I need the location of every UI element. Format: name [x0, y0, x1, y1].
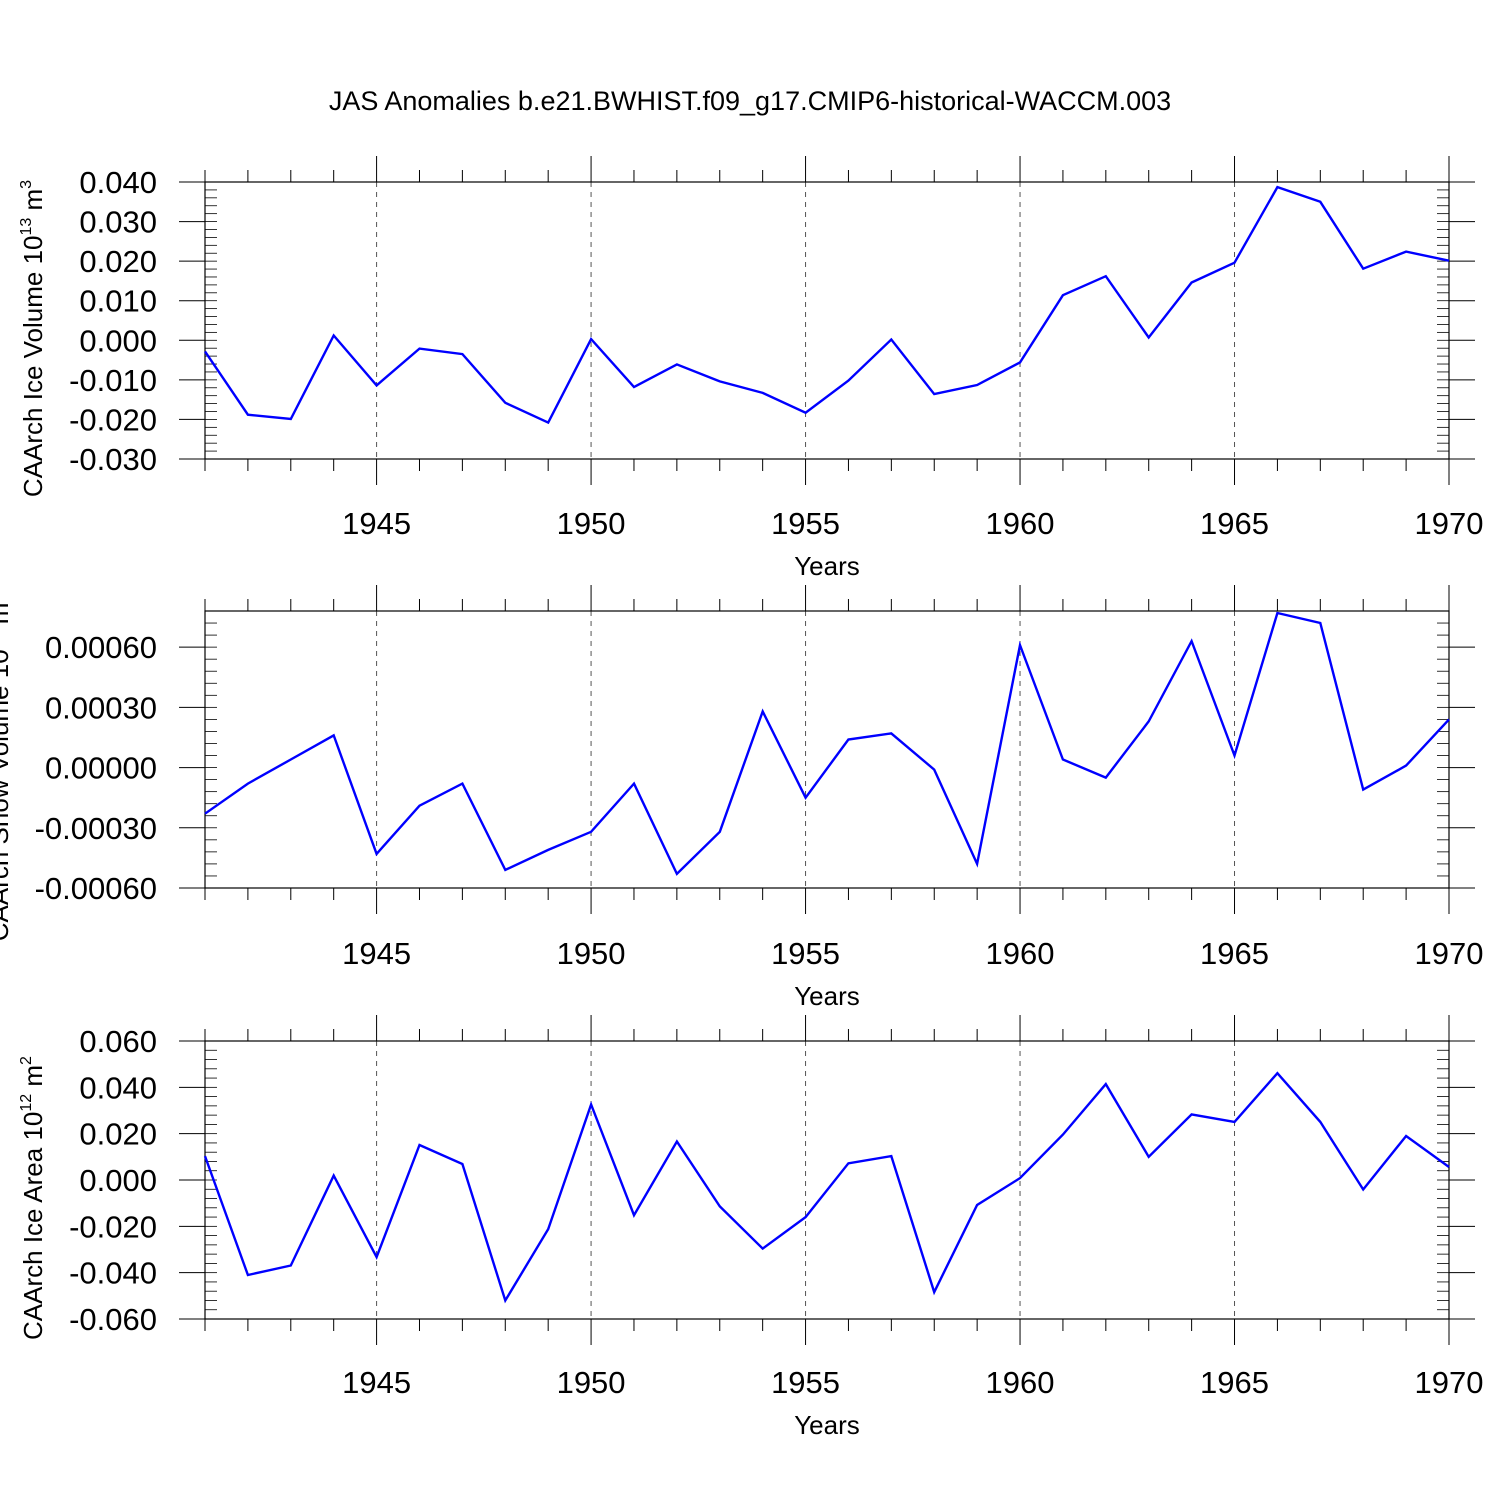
y-tick-label: 0.00030 — [45, 690, 157, 725]
y-tick-label: -0.00060 — [35, 871, 157, 906]
y-tick-label: 0.040 — [79, 165, 157, 200]
y-tick-label: 0.060 — [79, 1024, 157, 1059]
y-tick-label: -0.00030 — [35, 811, 157, 846]
x-tick-label: 1970 — [1415, 936, 1484, 971]
x-tick-label: 1950 — [557, 936, 626, 971]
series-line-1 — [204, 611, 1450, 876]
y-tick-label: -0.020 — [69, 1209, 157, 1244]
y-axis-label-unit-exponent: 2 — [18, 1056, 35, 1065]
y-axis-label-unit: m — [18, 1065, 48, 1094]
x-tick-label: 1955 — [771, 506, 840, 541]
y-axis-label: CAArch Snow Volume 1013 m3 — [0, 594, 14, 942]
y-tick-label: -0.010 — [69, 363, 157, 398]
x-tick-label: 1950 — [557, 506, 626, 541]
chart-panel-1: -0.030 -0.020 -0.010 0.000 0.010 0.020 0.030 0.… — [18, 156, 1483, 581]
y-axis-label-exponent: 13 — [0, 631, 1, 649]
y-tick-label: 0.000 — [79, 1163, 157, 1198]
y-axis-label-text: CAArch Snow Volume 10 — [0, 649, 14, 941]
y-tick-label: -0.060 — [69, 1302, 157, 1337]
x-axis-label: Years — [794, 551, 860, 581]
y-axis-label-text: CAArch Ice Volume 10 — [18, 236, 48, 498]
x-tick-label: 1970 — [1415, 506, 1484, 541]
y-axis-label-exponent: 13 — [18, 218, 35, 236]
x-tick-label: 1955 — [771, 1365, 840, 1400]
x-tick-label: 1960 — [986, 1365, 1055, 1400]
y-tick-label: 0.00000 — [45, 751, 157, 786]
x-tick-label: 1965 — [1200, 936, 1269, 971]
y-axis-label-unit: m — [18, 189, 48, 218]
y-tick-label: 0.040 — [79, 1070, 157, 1105]
y-tick-label: -0.030 — [69, 442, 157, 477]
x-tick-label: 1945 — [342, 936, 411, 971]
plot-frame — [204, 181, 1450, 460]
x-tick-label: 1950 — [557, 1365, 626, 1400]
y-axis-label: CAArch Ice Volume 1013 m3 — [18, 180, 48, 497]
y-tick-label: 0.00060 — [45, 630, 157, 665]
x-tick-label: 1955 — [771, 936, 840, 971]
panels: -0.030 -0.020 -0.010 0.000 0.010 0.020 0.030 0.… — [0, 156, 1483, 1440]
y-tick-label: 0.030 — [79, 205, 157, 240]
y-tick-label: 0.000 — [79, 323, 157, 358]
figure-title: JAS Anomalies b.e21.BWHIST.f09_g17.CMIP6… — [329, 86, 1171, 116]
x-tick-label: 1965 — [1200, 506, 1269, 541]
x-tick-label: 1945 — [342, 506, 411, 541]
y-axis-label-exponent: 12 — [18, 1094, 35, 1112]
x-tick-label: 1960 — [986, 506, 1055, 541]
x-tick-label: 1970 — [1415, 1365, 1484, 1400]
x-tick-label: 1960 — [986, 936, 1055, 971]
y-tick-label: -0.020 — [69, 402, 157, 437]
plot-frame — [204, 610, 1450, 889]
y-tick-label: 0.020 — [79, 244, 157, 279]
x-tick-label: 1965 — [1200, 1365, 1269, 1400]
x-tick-label: 1945 — [342, 1365, 411, 1400]
series-line-1 — [204, 185, 1450, 425]
chart-panel-2: -0.00060 -0.00030 0.00000 0.00030 0.00060 194… — [0, 585, 1483, 1011]
y-axis-label-unit-exponent: 3 — [0, 594, 1, 603]
chart-panel-3: -0.060 -0.040 -0.020 0.000 0.020 0.040 0.060 19… — [18, 1015, 1483, 1440]
y-tick-label: 0.010 — [79, 284, 157, 319]
y-axis-label: CAArch Ice Area 1012 m2 — [18, 1056, 48, 1340]
y-tick-label: -0.040 — [69, 1256, 157, 1291]
y-axis-label-text: CAArch Ice Area 10 — [18, 1112, 48, 1340]
x-axis-label: Years — [794, 981, 860, 1011]
y-tick-label: 0.020 — [79, 1117, 157, 1152]
series-line-1 — [203, 1071, 1450, 1304]
y-axis-label-unit-exponent: 3 — [18, 180, 35, 189]
y-axis-label-unit: m — [0, 603, 14, 632]
x-axis-label: Years — [794, 1410, 860, 1440]
